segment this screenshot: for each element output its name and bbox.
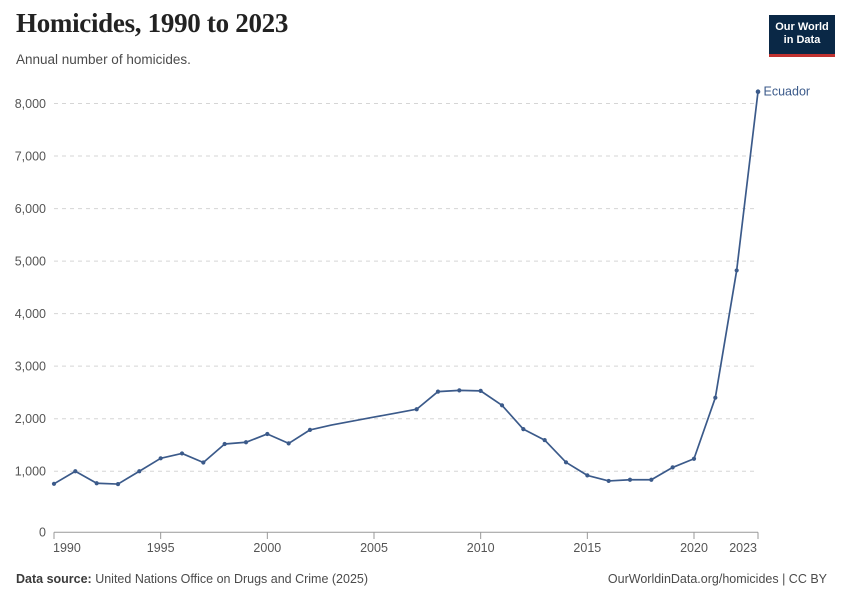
svg-text:6,000: 6,000: [15, 202, 46, 216]
svg-text:5,000: 5,000: [15, 255, 46, 269]
svg-text:1,000: 1,000: [15, 465, 46, 479]
svg-text:3,000: 3,000: [15, 360, 46, 374]
svg-text:Ecuador: Ecuador: [764, 85, 811, 99]
svg-text:1995: 1995: [147, 541, 175, 555]
svg-text:2000: 2000: [253, 541, 281, 555]
svg-text:1990: 1990: [53, 541, 81, 555]
svg-text:2005: 2005: [360, 541, 388, 555]
svg-text:8,000: 8,000: [15, 97, 46, 111]
svg-text:2,000: 2,000: [15, 412, 46, 426]
svg-text:2015: 2015: [573, 541, 601, 555]
svg-text:2010: 2010: [467, 541, 495, 555]
svg-text:4,000: 4,000: [15, 307, 46, 321]
svg-text:0: 0: [39, 526, 46, 540]
svg-text:2020: 2020: [680, 541, 708, 555]
svg-text:2023: 2023: [729, 541, 757, 555]
svg-text:7,000: 7,000: [15, 150, 46, 164]
